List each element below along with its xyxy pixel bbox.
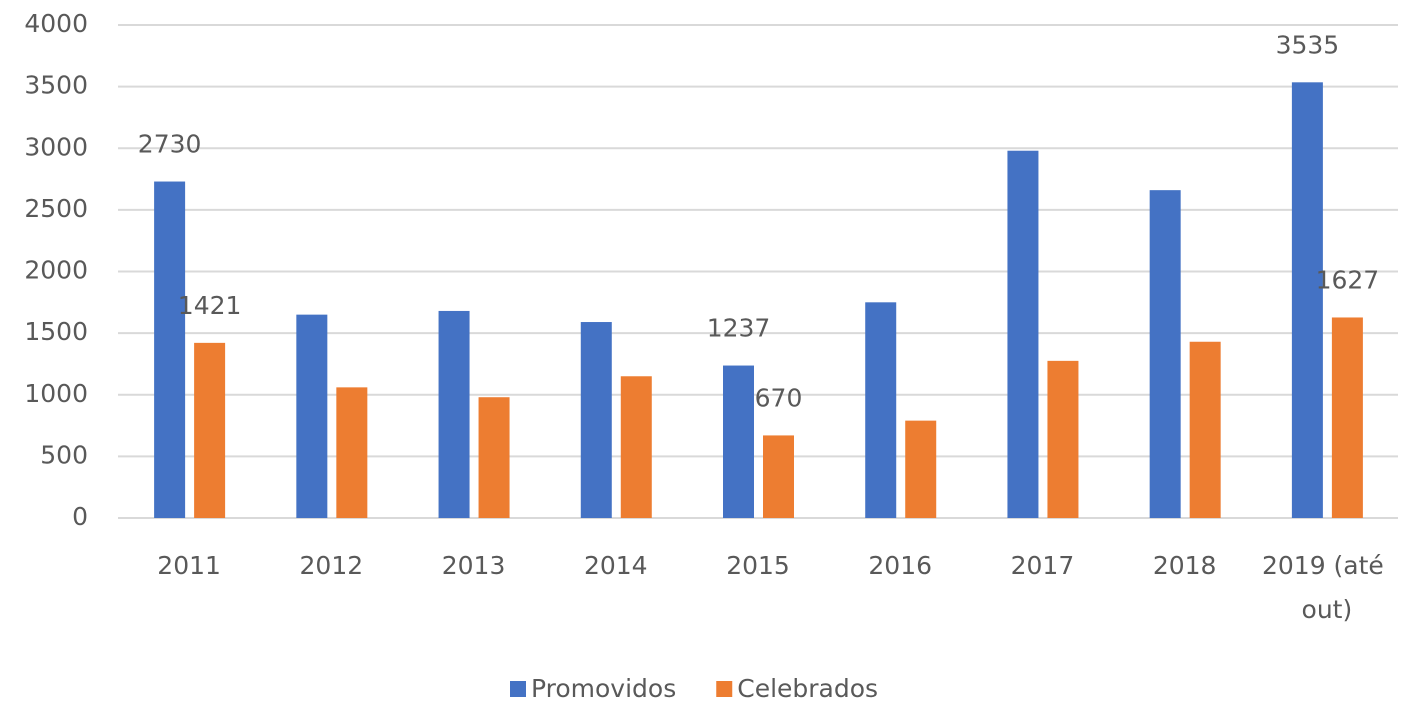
legend-swatch [510, 681, 526, 697]
legend-label: Celebrados [737, 674, 878, 703]
bar [905, 420, 937, 518]
y-tick-label: 500 [40, 440, 88, 469]
x-tick-label: 2012 [300, 551, 364, 580]
bar [438, 310, 470, 518]
data-label: 1421 [178, 291, 242, 320]
y-tick-label: 3000 [24, 132, 88, 161]
y-tick-label: 3500 [24, 71, 88, 100]
bar [1189, 341, 1221, 518]
data-label: 2730 [138, 130, 202, 159]
bar [336, 387, 368, 518]
bar [763, 435, 794, 518]
y-tick-label: 1000 [24, 379, 88, 408]
bar [1291, 82, 1323, 518]
bar [1007, 150, 1039, 518]
bar [296, 314, 328, 518]
x-tick-label: 2019 (até out) [1262, 551, 1392, 624]
y-tick-label: 2000 [24, 256, 88, 285]
data-label: 1627 [1316, 265, 1380, 294]
bar [1047, 360, 1079, 518]
y-tick-label: 0 [72, 502, 88, 531]
legend-swatch [716, 681, 733, 697]
y-tick-label: 1500 [24, 317, 88, 346]
x-tick-label: 2015 [726, 551, 790, 580]
bar [580, 322, 612, 518]
legend-label: Promovidos [531, 674, 676, 703]
x-tick-label: 2018 [1153, 551, 1217, 580]
y-tick-label: 2500 [24, 194, 88, 223]
bar [865, 302, 897, 518]
bar [1331, 317, 1363, 518]
x-tick-label: 2016 [868, 551, 932, 580]
bar [478, 397, 510, 518]
data-label: 1237 [707, 314, 771, 343]
y-tick-label: 4000 [24, 9, 88, 38]
bar [194, 342, 226, 518]
x-tick-label: 2011 [157, 551, 221, 580]
x-tick-label: 2014 [584, 551, 648, 580]
x-tick-label: 2013 [442, 551, 506, 580]
bar [723, 365, 754, 518]
bar [620, 376, 652, 518]
data-label: 670 [755, 383, 803, 412]
data-label: 3535 [1276, 30, 1340, 59]
bar [154, 181, 186, 518]
x-tick-label: 2017 [1011, 551, 1075, 580]
bar [1149, 190, 1181, 518]
